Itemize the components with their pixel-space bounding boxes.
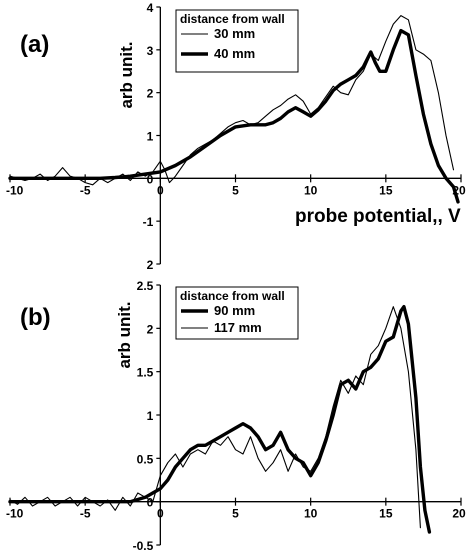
chart-a-x-tick-label: 15 (379, 183, 393, 197)
chart-a-y-tick-label: 1 (147, 130, 154, 144)
chart-b-y-axis-label: arb unit. (115, 301, 134, 368)
chart-b-x-tick-label: 0 (157, 507, 164, 521)
chart-a-y-tick-label: 0 (147, 172, 154, 186)
chart-b-x-tick-label: 15 (379, 507, 393, 521)
chart-b-y-tick-label: 0.5 (137, 452, 154, 466)
chart-b-legend-box (175, 286, 299, 340)
chart-b-legend-item: 90 mm (214, 303, 255, 318)
chart-b-svg: -10 -5 0 5 10 15 20 -0.5 0 0.5 1 1.5 2 2.5 (b) arb unit… (6, 279, 466, 550)
chart-a-x-tick-label: 5 (232, 183, 239, 197)
chart-a-panel-label: (a) (20, 31, 49, 58)
chart-b-x-tick-label: -10 (6, 507, 24, 521)
chart-b-legend-title: distance from wall (180, 289, 285, 303)
chart-a-x-axis-label: probe potential,, V (295, 206, 461, 227)
chart-a-x-tick-label: -5 (80, 183, 91, 197)
chart-b-x-tick-label: 20 (452, 507, 466, 521)
chart-a-legend-title: distance from wall (180, 12, 285, 26)
chart-a-legend-item: 40 mm (214, 46, 255, 61)
chart-panel-b: -10 -5 0 5 10 15 20 -0.5 0 0.5 1 1.5 2 2.5 (b) arb unit… (0, 275, 474, 550)
chart-b-y-tick-label: 2 (147, 322, 154, 336)
chart-b-y-tick-label: -0.5 (133, 539, 154, 550)
chart-panel-a: -10 -5 0 5 10 15 20 2 -1 0 1 2 3 4 (a) arb unit. probe p… (6, 1, 466, 272)
chart-b-legend-item: 117 mm (214, 320, 262, 335)
chart-a-x-tick-label: 0 (157, 183, 164, 197)
chart-b-panel-label: (b) (20, 304, 51, 331)
chart-a-y-tick-label: -1 (143, 215, 154, 229)
chart-a-y-tick-label: 2 (147, 87, 154, 101)
chart-b-series-117-mm-line (9, 306, 421, 529)
chart-b-y-tick-label: 1.5 (137, 366, 154, 380)
chart-a-legend-box (175, 9, 299, 73)
chart-b-y-tick-label: 1 (147, 409, 154, 423)
chart-a-y-axis-label: arb unit. (117, 41, 136, 108)
chart-b-y-tick-label: 2.5 (137, 279, 154, 293)
chart-a-series-40-mm-line (8, 28, 460, 204)
chart-b-x-tick-label: 10 (304, 507, 318, 521)
chart-a-y-tick-label: 2 (147, 258, 154, 272)
chart-a-y-tick-label: 4 (147, 1, 154, 15)
chart-b-series-90-mm-line (8, 305, 432, 534)
chart-a-x-tick-label: -10 (6, 183, 24, 197)
chart-b-x-tick-label: 5 (232, 507, 239, 521)
chart-a-series-30-mm-line (9, 15, 455, 186)
chart-b-y-tick-label: 0 (147, 496, 154, 510)
chart-a-x-tick-label: 10 (304, 183, 318, 197)
chart-a-legend-item: 30 mm (214, 26, 255, 41)
chart-a-y-tick-label: 3 (147, 44, 154, 58)
chart-b-x-tick-label: -5 (80, 507, 91, 521)
